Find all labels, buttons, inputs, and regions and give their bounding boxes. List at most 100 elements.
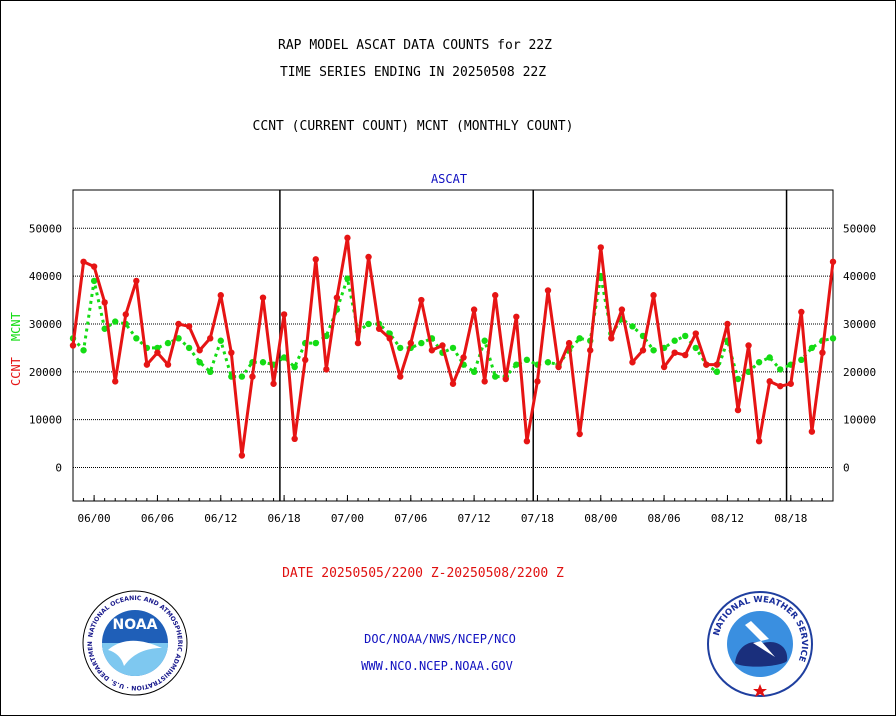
data-point-ccnt (650, 292, 657, 299)
x-tick-label: 06/06 (141, 512, 174, 525)
data-point-mcnt (196, 359, 203, 366)
data-point-ccnt (745, 342, 752, 349)
data-point-ccnt (90, 263, 98, 270)
data-point-ccnt (703, 361, 710, 368)
x-tick-label: 07/00 (331, 512, 364, 525)
y-tick-label-left: 10000 (29, 414, 62, 427)
x-tick-label: 06/18 (268, 512, 301, 525)
data-point-ccnt (819, 349, 826, 356)
data-point-ccnt (323, 366, 330, 373)
data-point-ccnt (407, 339, 414, 347)
data-point-ccnt (713, 361, 721, 368)
data-point-ccnt (439, 342, 446, 349)
x-tick-label: 08/00 (584, 512, 617, 525)
data-point-ccnt (249, 373, 256, 380)
data-point-mcnt (259, 359, 267, 366)
data-point-ccnt (365, 253, 372, 261)
data-point-mcnt (808, 344, 816, 352)
y-tick-label-right: 40000 (843, 270, 876, 283)
data-point-mcnt (755, 359, 763, 366)
chart-subtitle: TIME SERIES ENDING IN 20250508 22Z (279, 65, 547, 80)
data-point-mcnt (164, 339, 172, 347)
data-point-ccnt (692, 330, 699, 337)
data-point-ccnt (470, 306, 478, 313)
y-tick-label-left: 30000 (29, 318, 62, 331)
data-point-mcnt (777, 366, 784, 373)
data-point-ccnt (682, 351, 689, 359)
y-tick-label-right: 20000 (843, 366, 876, 379)
data-point-mcnt (671, 337, 678, 344)
data-point-ccnt (492, 292, 499, 299)
y-tick-label-right: 10000 (843, 414, 876, 427)
data-point-ccnt (787, 380, 794, 387)
data-point-ccnt (534, 378, 541, 385)
chart-title: RAP MODEL ASCAT DATA COUNTS for 22Z (278, 38, 552, 53)
data-point-mcnt (798, 356, 805, 364)
data-point-mcnt (207, 368, 214, 376)
data-point-ccnt (502, 375, 509, 383)
data-point-mcnt (365, 320, 372, 328)
data-point-ccnt (397, 373, 404, 380)
data-point-mcnt (766, 354, 773, 361)
data-point-mcnt (629, 323, 636, 330)
data-point-ccnt (270, 380, 277, 387)
data-point-ccnt (565, 339, 573, 347)
data-point-ccnt (460, 354, 467, 361)
data-point-mcnt (280, 354, 288, 361)
credit-organization: DOC/NOAA/NWS/NCEP/NCO (364, 632, 516, 646)
data-point-ccnt (829, 258, 837, 265)
data-point-mcnt (513, 361, 520, 368)
data-point-ccnt (80, 258, 87, 265)
data-point-mcnt (470, 368, 478, 376)
data-point-mcnt (101, 325, 108, 332)
data-point-ccnt (734, 406, 742, 414)
y-axis-label: CCNT MCNT (9, 312, 23, 386)
data-point-ccnt (217, 292, 224, 299)
nws-logo-icon: NATIONAL WEATHER SERVICE (707, 591, 813, 697)
data-point-ccnt (354, 339, 362, 347)
noaa-logo-icon: NATIONAL OCEANIC AND ATMOSPHERIC ADMINIS… (82, 590, 188, 696)
data-point-mcnt (449, 344, 457, 352)
date-range-label: DATE 20250505/2200 Z-20250508/2200 Z (282, 566, 564, 581)
data-point-mcnt (112, 318, 119, 325)
y-tick-label-left: 0 (55, 462, 62, 475)
x-tick-label: 06/00 (78, 512, 111, 525)
data-point-ccnt (755, 437, 763, 445)
data-point-ccnt (724, 320, 731, 328)
data-point-ccnt (344, 234, 351, 242)
data-point-ccnt (428, 347, 436, 354)
data-point-ccnt (513, 313, 520, 320)
data-point-mcnt (185, 344, 193, 352)
data-point-mcnt (238, 373, 246, 380)
data-point-mcnt (344, 275, 351, 282)
y-tick-label-right: 30000 (843, 318, 876, 331)
data-point-ccnt (238, 452, 246, 459)
data-point-ccnt (302, 356, 309, 364)
data-point-ccnt (386, 335, 393, 342)
data-point-mcnt (492, 373, 499, 380)
data-point-ccnt (375, 325, 383, 332)
data-point-ccnt (618, 306, 626, 313)
data-point-mcnt (650, 347, 657, 354)
data-point-ccnt (185, 323, 193, 330)
data-point-ccnt (629, 359, 636, 366)
data-point-ccnt (766, 378, 773, 385)
data-point-ccnt (175, 320, 182, 328)
data-point-ccnt (196, 347, 203, 354)
data-point-mcnt (291, 363, 298, 371)
data-point-mcnt (154, 344, 161, 352)
data-point-ccnt (777, 382, 784, 390)
data-point-mcnt (397, 344, 404, 352)
y-tick-label-left: 20000 (29, 366, 62, 379)
y-label-mcnt: MCNT (9, 312, 23, 341)
data-point-ccnt (228, 349, 235, 356)
data-point-mcnt (217, 337, 224, 344)
x-tick-label: 06/12 (204, 512, 237, 525)
data-point-ccnt (608, 335, 615, 342)
data-point-ccnt (576, 430, 583, 438)
x-tick-label: 08/18 (774, 512, 807, 525)
data-point-ccnt (69, 342, 77, 349)
data-point-mcnt (90, 277, 98, 285)
data-point-ccnt (164, 361, 172, 368)
